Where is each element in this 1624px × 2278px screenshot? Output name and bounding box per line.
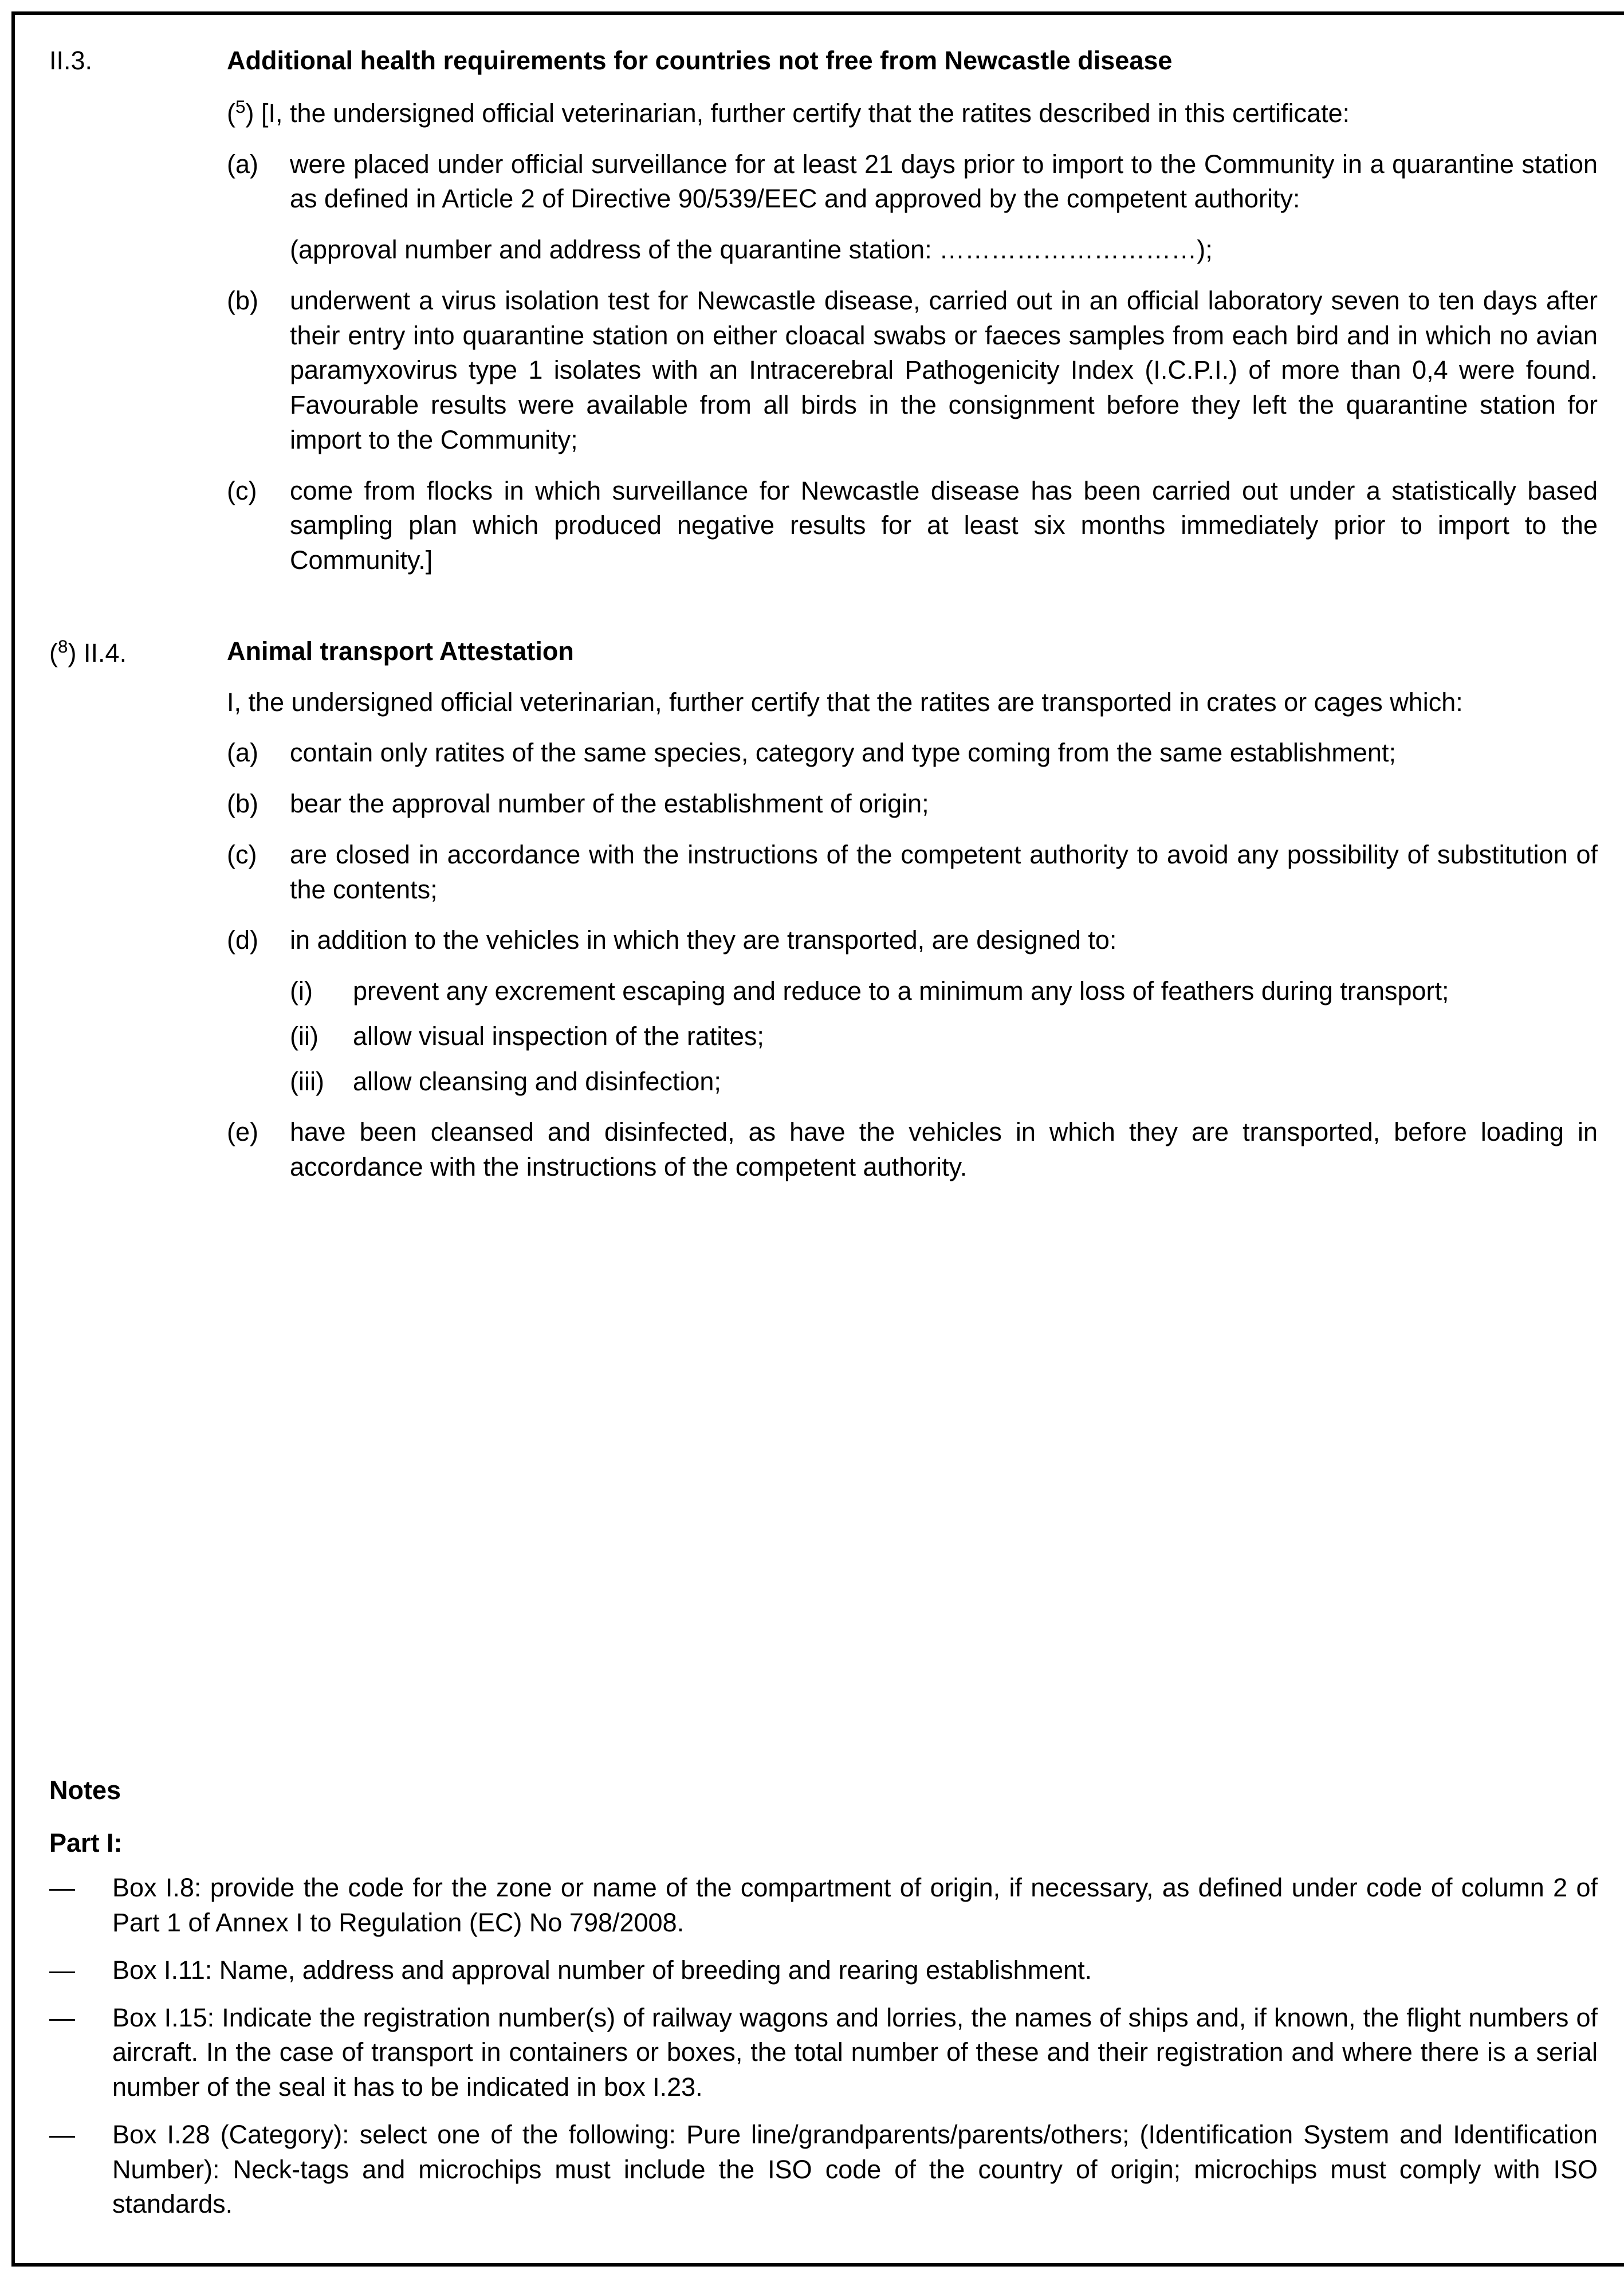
list-item: (b) bear the approval number of the esta… [227,787,1598,822]
note-item: — Box I.8: provide the code for the zone… [49,1871,1598,1941]
item-extra: (approval number and address of the quar… [290,233,1598,268]
section-intro: I, the undersigned official veterinarian… [227,685,1598,720]
item-letter: (a) [227,736,290,771]
note-dash: — [49,1953,112,1988]
item-letter: (c) [227,838,290,873]
item-letter: (a) [227,147,290,182]
note-dash: — [49,2001,112,2036]
item-letter: (b) [227,284,290,319]
item-text: are closed in accordance with the instru… [290,838,1598,908]
section-number: II.3. [49,44,227,78]
subitem-num: (ii) [290,1019,353,1054]
note-item: — Box I.28 (Category): select one of the… [49,2118,1598,2222]
sublist-item: (iii) allow cleansing and disinfection; [290,1065,1598,1099]
item-text: contain only ratites of the same species… [290,736,1598,771]
note-item: — Box I.11: Name, address and approval n… [49,1953,1598,1988]
section-ii-4: (8) II.4. Animal transport Attestation I… [49,634,1598,1201]
list-item: (c) are closed in accordance with the in… [227,838,1598,908]
list-item: (d) in addition to the vehicles in which… [227,923,1598,958]
sublist: (i) prevent any excrement escaping and r… [290,974,1598,1099]
list-item: (a) were placed under official surveilla… [227,147,1598,217]
note-text: Box I.8: provide the code for the zone o… [112,1871,1598,1941]
subitem-text: allow visual inspection of the ratites; [353,1019,1598,1054]
list-item: (e) have been cleansed and disinfected, … [227,1115,1598,1185]
item-text: were placed under official surveillance … [290,147,1598,217]
note-text: Box I.28 (Category): select one of the f… [112,2118,1598,2222]
subitem-num: (iii) [290,1065,353,1099]
item-letter: (c) [227,474,290,509]
subitem-text: allow cleansing and disinfection; [353,1065,1598,1099]
item-letter: (b) [227,787,290,822]
list-item: (c) come from flocks in which surveillan… [227,474,1598,578]
note-text: Box I.11: Name, address and approval num… [112,1953,1598,1988]
sublist-item: (i) prevent any excrement escaping and r… [290,974,1598,1009]
item-text: underwent a virus isolation test for New… [290,284,1598,458]
list-item: (a) contain only ratites of the same spe… [227,736,1598,771]
section-number: (8) II.4. [49,634,227,671]
section-title: Animal transport Attestation [227,634,1598,669]
notes-section: Notes Part I: — Box I.8: provide the cod… [49,1776,1598,2234]
document-page: II.3. Additional health requirements for… [11,11,1624,2267]
section-intro: (5) [I, the undersigned official veterin… [227,95,1598,131]
part-heading: Part I: [49,1828,1598,1858]
note-dash: — [49,1871,112,1906]
note-dash: — [49,2118,112,2153]
item-letter: (e) [227,1115,290,1150]
section-ii-3: II.3. Additional health requirements for… [49,44,1598,594]
item-text: bear the approval number of the establis… [290,787,1598,822]
item-text: have been cleansed and disinfected, as h… [290,1115,1598,1185]
note-item: — Box I.15: Indicate the registration nu… [49,2001,1598,2105]
notes-heading: Notes [49,1776,1598,1805]
subitem-num: (i) [290,974,353,1009]
item-text: in addition to the vehicles in which the… [290,923,1598,958]
note-text: Box I.15: Indicate the registration numb… [112,2001,1598,2105]
sublist-item: (ii) allow visual inspection of the rati… [290,1019,1598,1054]
item-text: come from flocks in which surveillance f… [290,474,1598,578]
subitem-text: prevent any excrement escaping and reduc… [353,974,1598,1009]
item-letter: (d) [227,923,290,958]
section-title: Additional health requirements for count… [227,44,1598,78]
list-item: (b) underwent a virus isolation test for… [227,284,1598,458]
